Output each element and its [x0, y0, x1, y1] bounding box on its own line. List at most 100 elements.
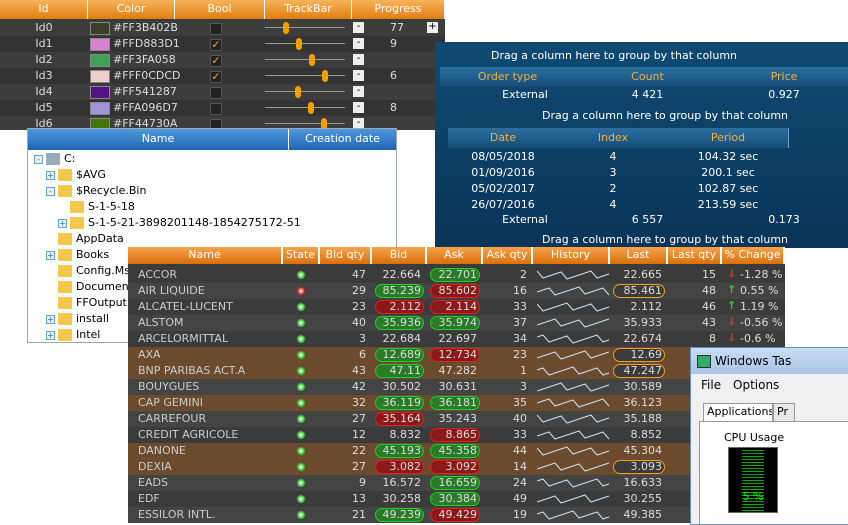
cell: 35 — [513, 396, 527, 409]
minus-button[interactable]: - — [353, 102, 364, 113]
column-header[interactable]: Progress — [352, 0, 445, 19]
expander[interactable]: + — [46, 251, 55, 260]
column-header[interactable]: Color — [88, 0, 175, 19]
menu-item[interactable]: Options — [733, 378, 780, 392]
cell: 33 — [513, 300, 527, 313]
column-header[interactable]: Creation date — [289, 129, 396, 150]
minus-button[interactable]: - — [353, 38, 364, 49]
tree-label: AppData — [76, 232, 124, 245]
sparkline-svg — [537, 462, 610, 472]
track-thumb[interactable] — [295, 86, 301, 98]
minus-button[interactable]: - — [353, 22, 364, 33]
column-header[interactable]: Bid qty — [320, 247, 372, 264]
sparkline-svg — [537, 270, 610, 280]
cell: 35.933 — [623, 316, 663, 329]
column-header[interactable]: Date — [448, 128, 559, 148]
menu-bar: File Options — [691, 376, 848, 394]
sparkline — [537, 411, 611, 427]
name-cell: CREDIT AGRICOLE — [138, 428, 239, 441]
expander[interactable]: + — [46, 331, 55, 340]
cell: 35.164 — [382, 412, 422, 425]
column-header[interactable]: Price — [720, 67, 848, 87]
expander[interactable]: + — [46, 315, 55, 324]
column-header[interactable]: Bool — [175, 0, 265, 19]
cell: 30.258 — [382, 492, 422, 505]
cell: 1.19 % — [740, 300, 779, 313]
cell: 22 — [352, 444, 366, 457]
column-header[interactable]: TrackBar — [265, 0, 352, 19]
color-cell: #FF44730A — [113, 117, 178, 130]
sparkline-svg — [537, 302, 610, 312]
cell: 36.119 — [382, 396, 422, 409]
tab[interactable]: Applications — [703, 403, 773, 421]
state-led — [297, 463, 305, 471]
column-header[interactable]: Ask — [427, 247, 483, 264]
expander[interactable]: - — [46, 187, 55, 196]
sparkline-line — [537, 302, 610, 312]
expander[interactable]: + — [46, 171, 55, 180]
column-header[interactable]: Last — [610, 247, 668, 264]
color-cell: #FF3B402B — [113, 21, 178, 34]
minus-button[interactable]: - — [353, 118, 364, 129]
track-thumb[interactable] — [321, 118, 327, 130]
column-header[interactable]: Last qty — [668, 247, 722, 264]
column-header[interactable]: State — [283, 247, 320, 264]
tab[interactable]: Pr — [773, 403, 795, 421]
checkbox[interactable] — [210, 103, 222, 115]
sparkline-svg — [537, 494, 610, 504]
minus-button[interactable]: - — [353, 86, 364, 97]
name-cell: EADS — [138, 476, 168, 489]
track — [265, 59, 345, 60]
track-thumb[interactable] — [283, 22, 289, 34]
column-header[interactable]: % Change — [722, 247, 785, 264]
track-thumb[interactable] — [296, 38, 302, 50]
header-text: Color — [116, 2, 146, 15]
sparkline-line — [537, 318, 610, 328]
plus-button[interactable]: + — [427, 22, 438, 33]
cell: 8.852 — [630, 428, 663, 441]
cell: 2 — [520, 268, 527, 281]
column-header[interactable]: Name — [128, 247, 283, 264]
color-cell: #FFF0CDCD — [113, 69, 181, 82]
header-text: Creation date — [305, 132, 380, 145]
checkbox[interactable] — [210, 87, 222, 99]
expander[interactable]: + — [58, 219, 67, 228]
tree-label: S-1-5-21-3898201148-1854275172-51 — [88, 216, 301, 229]
checkbox[interactable]: ✓ — [210, 71, 222, 83]
expander[interactable]: - — [34, 155, 43, 164]
column-header[interactable]: Bid — [372, 247, 427, 264]
column-header[interactable]: History — [533, 247, 610, 264]
column-header[interactable]: Period — [668, 128, 789, 148]
menu-item[interactable]: File — [701, 378, 722, 392]
track-thumb[interactable] — [308, 102, 314, 114]
column-header[interactable]: Count — [575, 67, 721, 87]
track — [265, 123, 345, 124]
cell: 30.502 — [382, 380, 422, 393]
checkbox[interactable] — [210, 119, 222, 130]
id-cell: Id2 — [35, 53, 53, 66]
sparkline — [537, 363, 611, 379]
color-swatch — [90, 86, 110, 99]
cell: 22.664 — [382, 268, 422, 281]
minus-button[interactable]: - — [353, 70, 364, 81]
state-led — [297, 431, 305, 439]
checkbox[interactable] — [210, 23, 222, 35]
cell: 85.602 — [438, 284, 478, 297]
column-header[interactable]: Order type — [440, 67, 576, 87]
cell: 45.358 — [438, 444, 478, 457]
minus-button[interactable]: - — [353, 54, 364, 65]
name-cell: ALSTOM — [138, 316, 184, 329]
checkbox[interactable]: ✓ — [210, 55, 222, 67]
track-thumb[interactable] — [309, 54, 315, 66]
column-header[interactable]: Ask qty — [483, 247, 533, 264]
checkbox[interactable]: ✓ — [210, 39, 222, 51]
header-text: Last — [626, 248, 650, 261]
stock-grid: Name State Bid qty Bid Ask Ask qty History Last… — [128, 247, 785, 523]
column-header[interactable]: Index — [558, 128, 669, 148]
name-cell: EDF — [138, 492, 160, 505]
column-header[interactable]: Id — [0, 0, 88, 19]
column-header[interactable]: Name — [28, 129, 289, 150]
sparkline-svg — [537, 398, 610, 408]
header-text: State — [285, 248, 316, 261]
track-thumb[interactable] — [322, 70, 328, 82]
